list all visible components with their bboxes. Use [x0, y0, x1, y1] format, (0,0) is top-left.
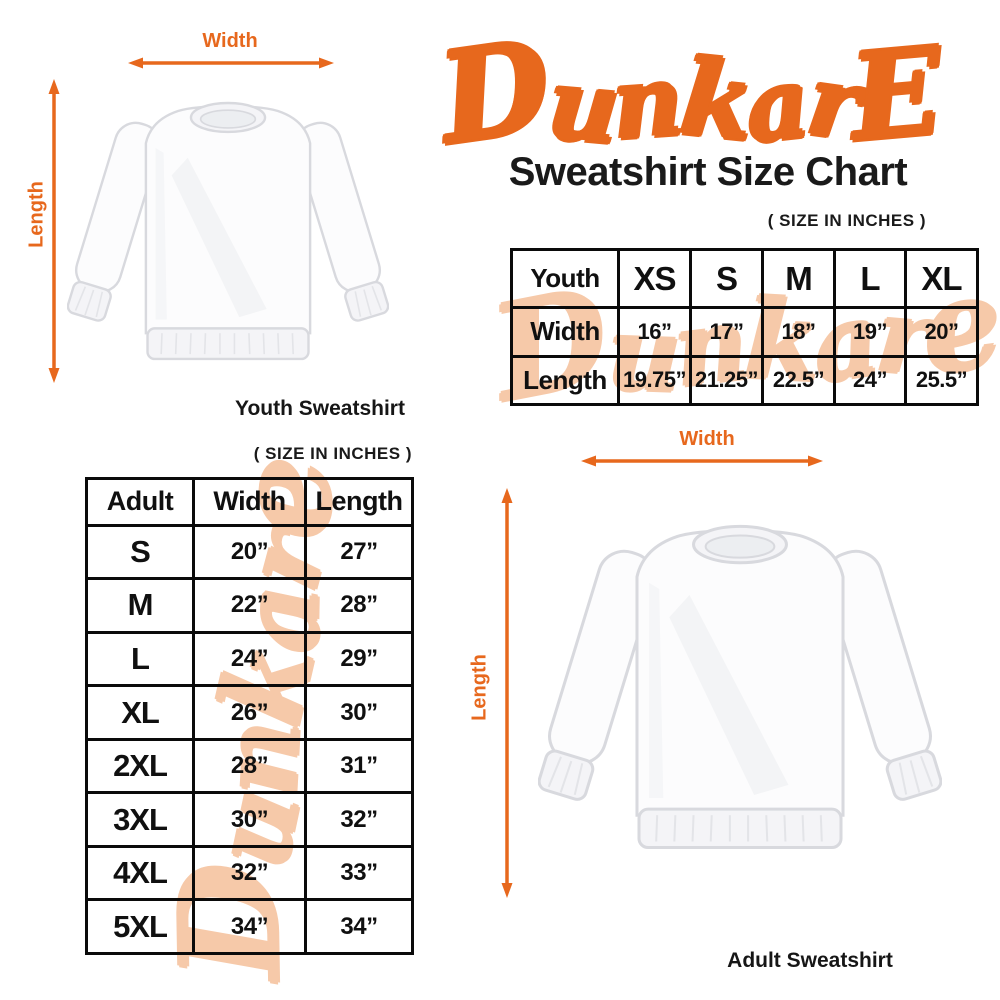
cell: 28”	[304, 577, 414, 634]
table-row: XL 26” 30”	[85, 684, 414, 741]
cell: 30”	[192, 791, 307, 848]
row-label-cell: Width	[510, 306, 620, 358]
table-row: Adult Width Length	[85, 477, 414, 527]
adult-length-label: Length	[468, 654, 491, 721]
adult-width-label: Width	[679, 428, 735, 450]
adult-width-arrow-icon	[581, 455, 823, 467]
youth-length-arrow-icon	[48, 79, 60, 383]
cell: 20”	[904, 306, 979, 358]
table-row: Width 16” 17” 18” 19” 20”	[510, 306, 979, 358]
cell: 22”	[192, 577, 307, 634]
table-row: M 22” 28”	[85, 577, 414, 634]
cell: 25.5”	[904, 354, 979, 407]
cell: 19.75”	[617, 354, 692, 407]
row-label-cell: M	[85, 577, 195, 634]
cell: 28”	[192, 737, 307, 795]
table-row: 4XL 32” 33”	[85, 844, 414, 902]
row-label-cell: XL	[85, 684, 195, 741]
row-label-cell: 2XL	[85, 737, 195, 795]
header-cell: Youth	[510, 247, 620, 310]
header-cell: Adult	[85, 477, 195, 527]
cell: 24”	[833, 354, 907, 407]
cell: 17”	[689, 306, 764, 358]
youth-width-arrow-icon	[128, 57, 334, 69]
cell: 33”	[304, 844, 414, 902]
header-cell: S	[689, 247, 764, 310]
youth-sweatshirt-image	[67, 72, 389, 398]
table-row: Youth XS S M L XL	[510, 247, 979, 310]
table-row: 2XL 28” 31”	[85, 737, 414, 795]
cell: 26”	[192, 684, 307, 741]
youth-size-table: Youth XS S M L XL Width 16” 17” 18” 19” …	[510, 247, 979, 407]
page-title: Sweatshirt Size Chart	[508, 150, 908, 194]
cell: 31”	[304, 737, 414, 795]
cell: 29”	[304, 630, 414, 688]
header-cell: XS	[617, 247, 692, 310]
row-label-cell: Length	[510, 354, 620, 407]
cell: 24”	[192, 630, 307, 688]
cell: 16”	[617, 306, 692, 358]
cell: 19”	[833, 306, 907, 358]
adult-figure-caption: Adult Sweatshirt	[727, 949, 893, 972]
row-label-cell: S	[85, 523, 195, 581]
header-cell: L	[833, 247, 907, 310]
cell: 34”	[304, 898, 414, 955]
youth-width-label: Width	[202, 30, 258, 52]
cell: 21.25”	[689, 354, 764, 407]
table-row: 5XL 34” 34”	[85, 898, 414, 955]
table-row: 3XL 30” 32”	[85, 791, 414, 848]
cell: 32”	[192, 844, 307, 902]
cell: 20”	[192, 523, 307, 581]
cell: 34”	[192, 898, 307, 955]
cell: 30”	[304, 684, 414, 741]
row-label-cell: 5XL	[85, 898, 195, 955]
table-row: S 20” 27”	[85, 523, 414, 581]
header-cell: Length	[304, 477, 414, 527]
row-label-cell: 3XL	[85, 791, 195, 848]
cell: 18”	[761, 306, 836, 358]
table-row: L 24” 29”	[85, 630, 414, 688]
youth-figure-caption: Youth Sweatshirt	[235, 397, 405, 420]
table-row: Length 19.75” 21.25” 22.5” 24” 25.5”	[510, 354, 979, 407]
cell: 27”	[304, 523, 414, 581]
row-label-cell: 4XL	[85, 844, 195, 902]
header-cell: M	[761, 247, 836, 310]
size-unit-note-top: ( SIZE IN INCHES )	[767, 211, 926, 230]
cell: 32”	[304, 791, 414, 848]
adult-sweatshirt-image	[538, 476, 942, 908]
row-label-cell: L	[85, 630, 195, 688]
size-unit-note-adult: ( SIZE IN INCHES )	[253, 444, 412, 463]
header-cell: Width	[192, 477, 307, 527]
adult-size-table: Adult Width Length S 20” 27” M 22” 28” L…	[85, 477, 414, 955]
cell: 22.5”	[761, 354, 836, 407]
adult-length-arrow-icon	[501, 488, 513, 898]
header-cell: XL	[904, 247, 979, 310]
